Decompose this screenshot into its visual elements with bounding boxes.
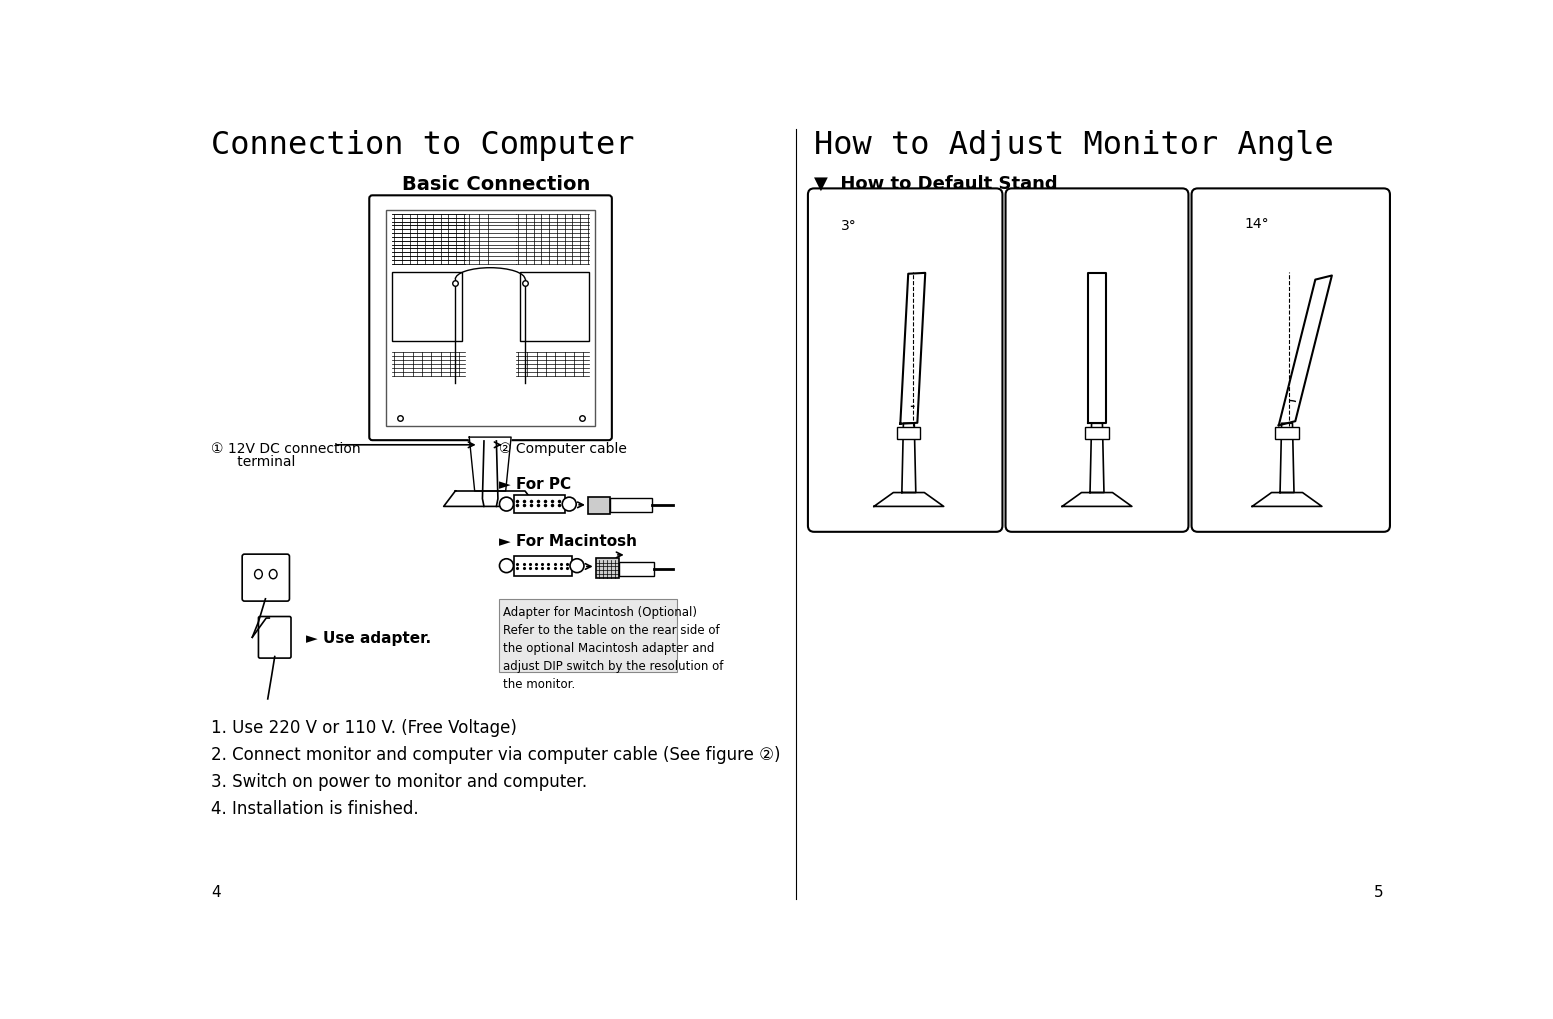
- Polygon shape: [901, 273, 926, 424]
- Text: terminal: terminal: [211, 454, 295, 469]
- FancyBboxPatch shape: [808, 190, 1002, 532]
- Text: ▼  How to Default Stand: ▼ How to Default Stand: [814, 174, 1058, 193]
- Polygon shape: [1252, 493, 1322, 506]
- Text: 2. Connect monitor and computer via computer cable (See figure ②): 2. Connect monitor and computer via comp…: [211, 745, 781, 763]
- Text: How to Adjust Monitor Angle: How to Adjust Monitor Angle: [814, 130, 1334, 161]
- Text: 1. Use 220 V or 110 V. (Free Voltage): 1. Use 220 V or 110 V. (Free Voltage): [211, 718, 517, 737]
- Text: ① 12V DC connection: ① 12V DC connection: [211, 441, 360, 455]
- Text: Adapter for Macintosh (Optional)
Refer to the table on the rear side of
the opti: Adapter for Macintosh (Optional) Refer t…: [503, 605, 724, 690]
- Polygon shape: [1062, 493, 1132, 506]
- Bar: [595, 558, 618, 579]
- FancyBboxPatch shape: [370, 196, 612, 441]
- Text: ② Computer cable: ② Computer cable: [499, 441, 626, 455]
- Polygon shape: [1278, 276, 1332, 426]
- Text: ► For PC: ► For PC: [499, 476, 572, 491]
- Bar: [1086, 428, 1109, 439]
- Polygon shape: [1089, 274, 1106, 424]
- Text: Basic Connection: Basic Connection: [402, 174, 590, 194]
- Text: 3. Switch on power to monitor and computer.: 3. Switch on power to monitor and comput…: [211, 772, 587, 791]
- FancyBboxPatch shape: [242, 554, 289, 601]
- Bar: [589, 497, 609, 515]
- Bar: [514, 495, 565, 514]
- Polygon shape: [1090, 424, 1104, 493]
- Ellipse shape: [570, 559, 584, 573]
- Polygon shape: [444, 491, 537, 506]
- Bar: [898, 428, 921, 439]
- Polygon shape: [469, 438, 511, 491]
- Text: 5: 5: [1374, 884, 1384, 899]
- Bar: [609, 498, 652, 513]
- Ellipse shape: [500, 559, 514, 573]
- Polygon shape: [1280, 424, 1294, 493]
- Polygon shape: [902, 424, 916, 493]
- Text: 4. Installation is finished.: 4. Installation is finished.: [211, 799, 419, 817]
- Polygon shape: [874, 493, 944, 506]
- Bar: [618, 562, 654, 576]
- FancyBboxPatch shape: [258, 616, 290, 658]
- Ellipse shape: [255, 570, 262, 579]
- Text: ► For Macintosh: ► For Macintosh: [499, 534, 637, 549]
- FancyBboxPatch shape: [387, 211, 595, 426]
- Ellipse shape: [562, 497, 576, 512]
- Ellipse shape: [269, 570, 276, 579]
- Bar: [1275, 428, 1298, 439]
- Text: ► Use adapter.: ► Use adapter.: [306, 630, 432, 645]
- FancyBboxPatch shape: [1005, 190, 1188, 532]
- Text: 4: 4: [211, 884, 221, 899]
- Text: 14°: 14°: [1244, 217, 1269, 231]
- Bar: [391, 272, 461, 341]
- Ellipse shape: [500, 497, 514, 512]
- Text: Connection to Computer: Connection to Computer: [211, 130, 635, 161]
- Text: 3°: 3°: [842, 218, 857, 232]
- Bar: [499, 599, 677, 673]
- FancyBboxPatch shape: [1191, 190, 1390, 532]
- Bar: [514, 557, 573, 577]
- Bar: [520, 272, 590, 341]
